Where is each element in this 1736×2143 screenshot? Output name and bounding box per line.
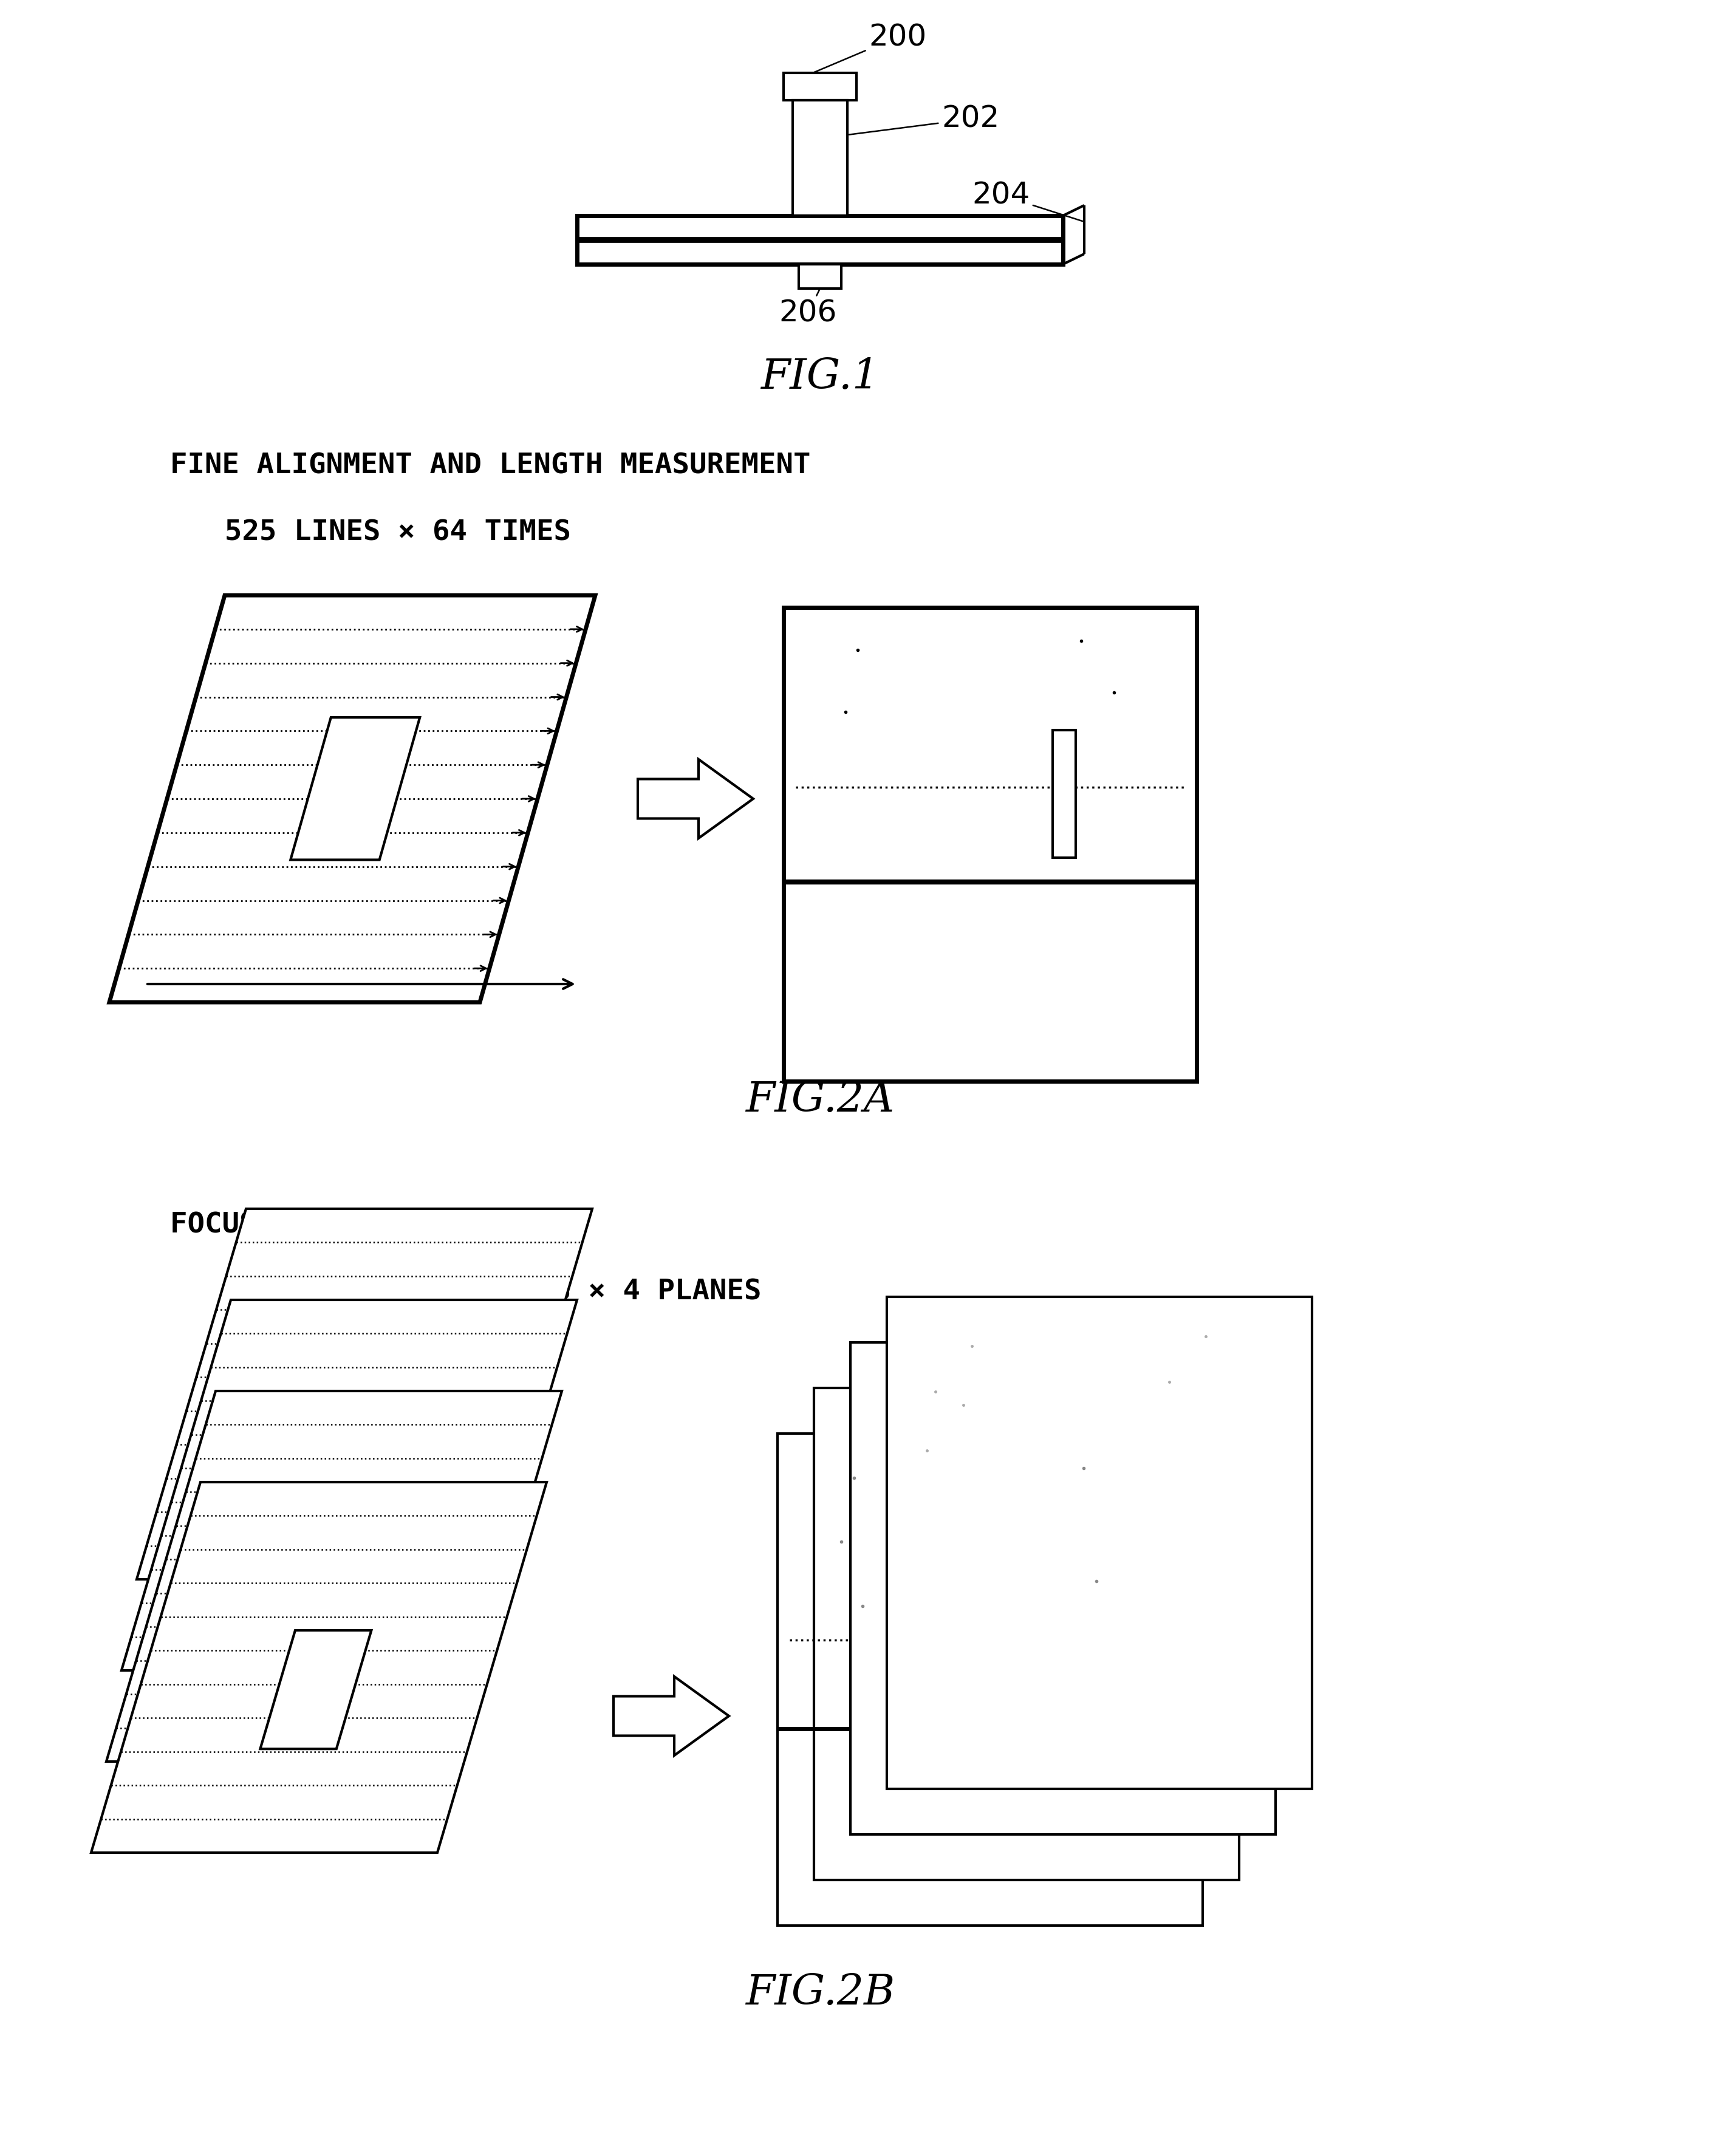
Text: 202: 202 bbox=[849, 105, 1000, 135]
Text: FIG.2A: FIG.2A bbox=[745, 1080, 894, 1121]
Polygon shape bbox=[613, 1676, 729, 1755]
Polygon shape bbox=[106, 1391, 562, 1762]
Bar bbox=[1055, 1582, 1078, 1721]
Bar bbox=[1054, 731, 1076, 857]
Bar bbox=[576, 216, 1062, 264]
Bar bbox=[793, 101, 847, 216]
Polygon shape bbox=[637, 759, 753, 838]
Bar bbox=[814, 1389, 1240, 1879]
Text: 525 LINES × 64 TIMES: 525 LINES × 64 TIMES bbox=[224, 519, 571, 546]
Text: FIG.2B: FIG.2B bbox=[745, 1974, 894, 2012]
Bar bbox=[778, 1434, 1203, 1927]
Polygon shape bbox=[90, 1483, 547, 1854]
Polygon shape bbox=[109, 596, 595, 1003]
Text: 206: 206 bbox=[779, 289, 837, 328]
Polygon shape bbox=[137, 1209, 592, 1579]
Text: 200: 200 bbox=[814, 21, 927, 73]
Text: FINE ALIGNMENT AND LENGTH MEASUREMENT: FINE ALIGNMENT AND LENGTH MEASUREMENT bbox=[170, 452, 811, 480]
Polygon shape bbox=[260, 1631, 372, 1749]
Text: 525 LINES × 64 TIMES × 4 PLANES: 525 LINES × 64 TIMES × 4 PLANES bbox=[224, 1279, 762, 1305]
Polygon shape bbox=[290, 718, 420, 859]
Text: FOCUS ANALYSIS: FOCUS ANALYSIS bbox=[170, 1211, 413, 1239]
Polygon shape bbox=[122, 1301, 576, 1669]
Text: FIG.1: FIG.1 bbox=[760, 358, 878, 399]
Bar bbox=[799, 264, 842, 289]
Bar bbox=[783, 606, 1196, 1082]
Bar bbox=[851, 1342, 1276, 1834]
Text: 204: 204 bbox=[972, 180, 1083, 221]
Bar bbox=[783, 73, 856, 101]
Bar bbox=[887, 1297, 1312, 1789]
